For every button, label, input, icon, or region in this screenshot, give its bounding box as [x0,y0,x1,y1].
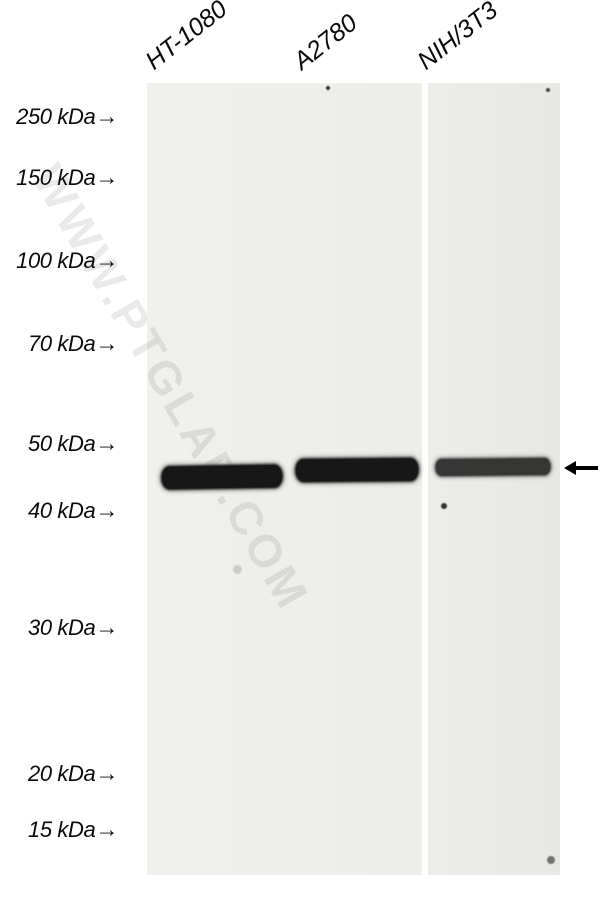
lane-label-text: HT-1080 [140,0,232,75]
artifact-speck [546,88,550,92]
mw-marker-text: 20 kDa [28,761,95,786]
arrow-right-icon: → [95,164,118,190]
mw-marker-label: 20 kDa→ [8,760,118,787]
arrow-right-icon: → [95,816,118,842]
blot-band [436,459,550,476]
mw-marker-label: 150 kDa→ [8,164,118,191]
artifact-speck [441,503,447,509]
blot-band [162,465,282,489]
lane-label-text: A2780 [288,9,362,76]
arrow-right-icon: → [95,103,118,129]
artifact-speck [326,86,330,90]
mw-marker-text: 30 kDa [28,615,95,640]
mw-marker-label: 30 kDa→ [8,614,118,641]
mw-marker-text: 50 kDa [28,431,95,456]
arrow-right-icon: → [95,430,118,456]
mw-marker-label: 70 kDa→ [8,330,118,357]
lane-label: NIH/3T3 [412,0,503,76]
lane-label-text: NIH/3T3 [412,0,503,75]
mw-marker-text: 40 kDa [28,498,95,523]
mw-marker-label: 40 kDa→ [8,497,118,524]
mw-marker-text: 250 kDa [16,104,95,129]
arrow-right-icon: → [95,614,118,640]
mw-marker-label: 50 kDa→ [8,430,118,457]
arrow-right-icon: → [95,497,118,523]
mw-marker-text: 70 kDa [28,331,95,356]
blot-band [296,458,418,481]
blot-membrane-block-right [428,83,560,875]
artifact-speck [547,856,555,864]
mw-marker-text: 150 kDa [16,165,95,190]
mw-marker-label: 100 kDa→ [8,247,118,274]
arrow-right-icon: → [95,330,118,356]
target-band-arrow-icon [564,458,600,478]
artifact-speck [233,565,242,574]
western-blot-figure: WWW.PTGLAB.COM 250 kDa→150 kDa→100 kDa→7… [0,0,600,903]
lane-label: HT-1080 [140,0,233,76]
mw-marker-label: 250 kDa→ [8,103,118,130]
mw-marker-label: 15 kDa→ [8,816,118,843]
arrow-right-icon: → [95,760,118,786]
mw-marker-text: 100 kDa [16,248,95,273]
lane-label: A2780 [288,9,363,76]
mw-marker-text: 15 kDa [28,817,95,842]
arrow-right-icon: → [95,247,118,273]
